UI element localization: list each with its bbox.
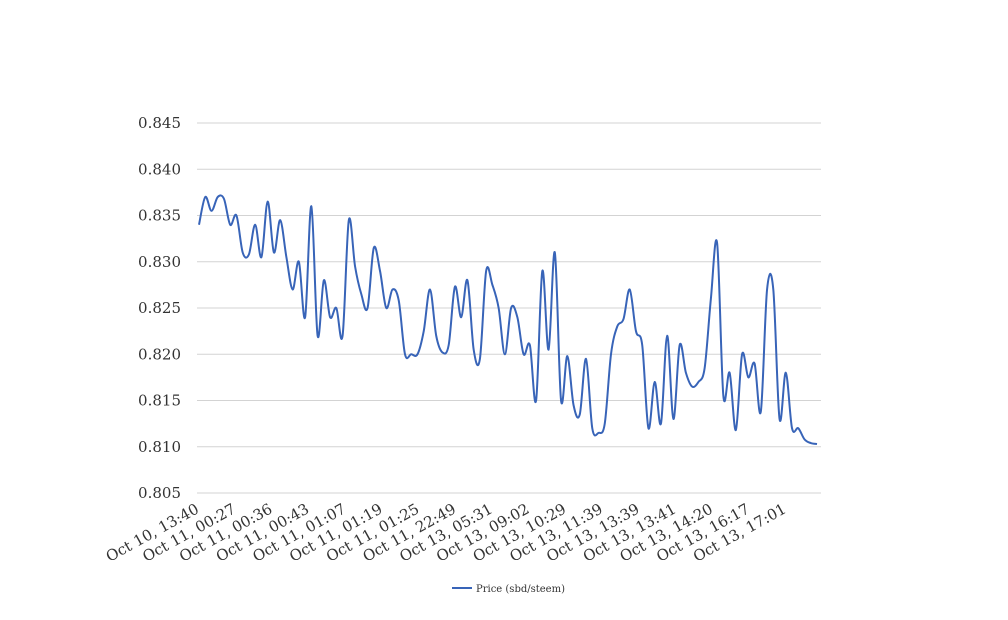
y-tick-label: 0.835	[138, 207, 181, 225]
y-tick-label: 0.830	[138, 253, 181, 271]
y-tick-label: 0.820	[138, 345, 181, 363]
series-line-price	[198, 194, 818, 445]
y-axis-tick-labels: 0.845 0.840 0.835 0.830 0.825 0.820 0.815 0.810…	[138, 114, 181, 502]
legend-label: Price (sbd/steem)	[476, 584, 565, 595]
series-lines	[198, 194, 818, 445]
y-tick-label: 0.810	[138, 438, 181, 456]
y-tick-label: 0.845	[138, 114, 181, 132]
legend: Price (sbd/steem)	[452, 584, 565, 595]
gridlines	[197, 122, 821, 494]
y-tick-label: 0.815	[138, 392, 181, 410]
y-tick-label: 0.840	[138, 160, 181, 178]
y-tick-label: 0.805	[138, 484, 181, 502]
y-tick-label: 0.825	[138, 299, 181, 317]
